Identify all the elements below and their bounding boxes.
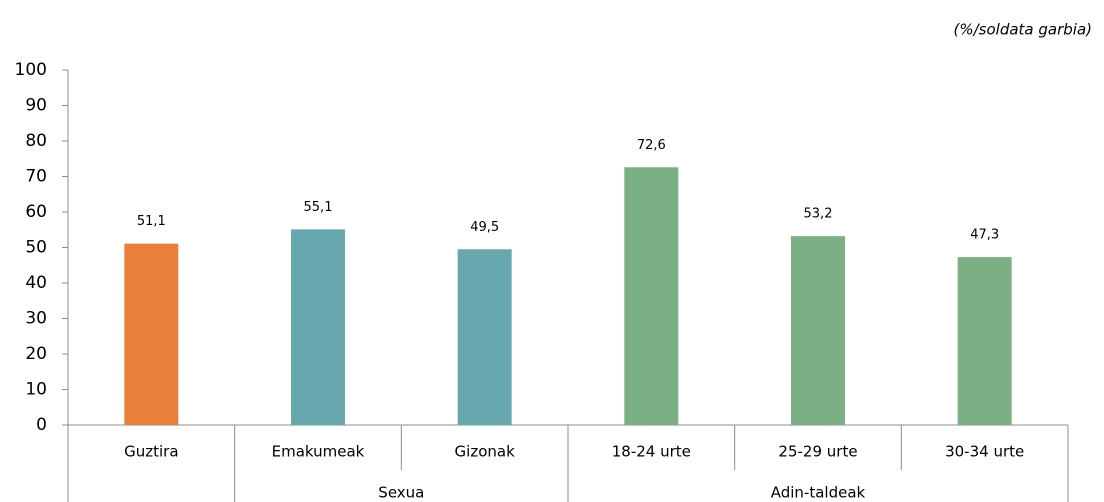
y-tick-label: 0 [36, 415, 47, 435]
value-label: 47,3 [970, 228, 999, 243]
x-tick-label: 30-34 urte [945, 443, 1024, 461]
y-tick-label: 20 [25, 344, 47, 364]
y-tick-label: 40 [25, 273, 47, 293]
y-tick-label: 10 [25, 380, 47, 400]
bar [624, 167, 679, 425]
y-tick-label: 80 [25, 131, 47, 151]
x-tick-label: 25-29 urte [778, 443, 857, 461]
y-tick-label: 90 [25, 96, 47, 116]
value-label: 49,5 [470, 220, 499, 235]
y-tick-label: 100 [15, 60, 47, 80]
y-tick-label: 60 [25, 202, 47, 222]
x-tick-label: 18-24 urte [612, 443, 691, 461]
group-label: Adin-taldeak [771, 484, 866, 502]
bar [457, 249, 512, 425]
x-tick-label: Guztira [124, 443, 178, 461]
x-tick-label: Emakumeak [272, 443, 365, 461]
y-tick-label: 70 [25, 167, 47, 187]
value-label: 55,1 [304, 200, 333, 215]
value-label: 53,2 [804, 207, 833, 222]
y-tick-label: 50 [25, 238, 47, 258]
bar [291, 229, 345, 425]
x-tick-label: Gizonak [455, 443, 516, 461]
unit-note: (%/soldata garbia) [954, 21, 1093, 39]
value-label: 51,1 [137, 214, 166, 229]
y-tick-label: 30 [25, 309, 47, 329]
bar [791, 236, 845, 425]
group-label: Sexua [378, 484, 424, 502]
value-label: 72,6 [637, 138, 666, 153]
bar [124, 243, 179, 425]
bar [957, 257, 1012, 425]
